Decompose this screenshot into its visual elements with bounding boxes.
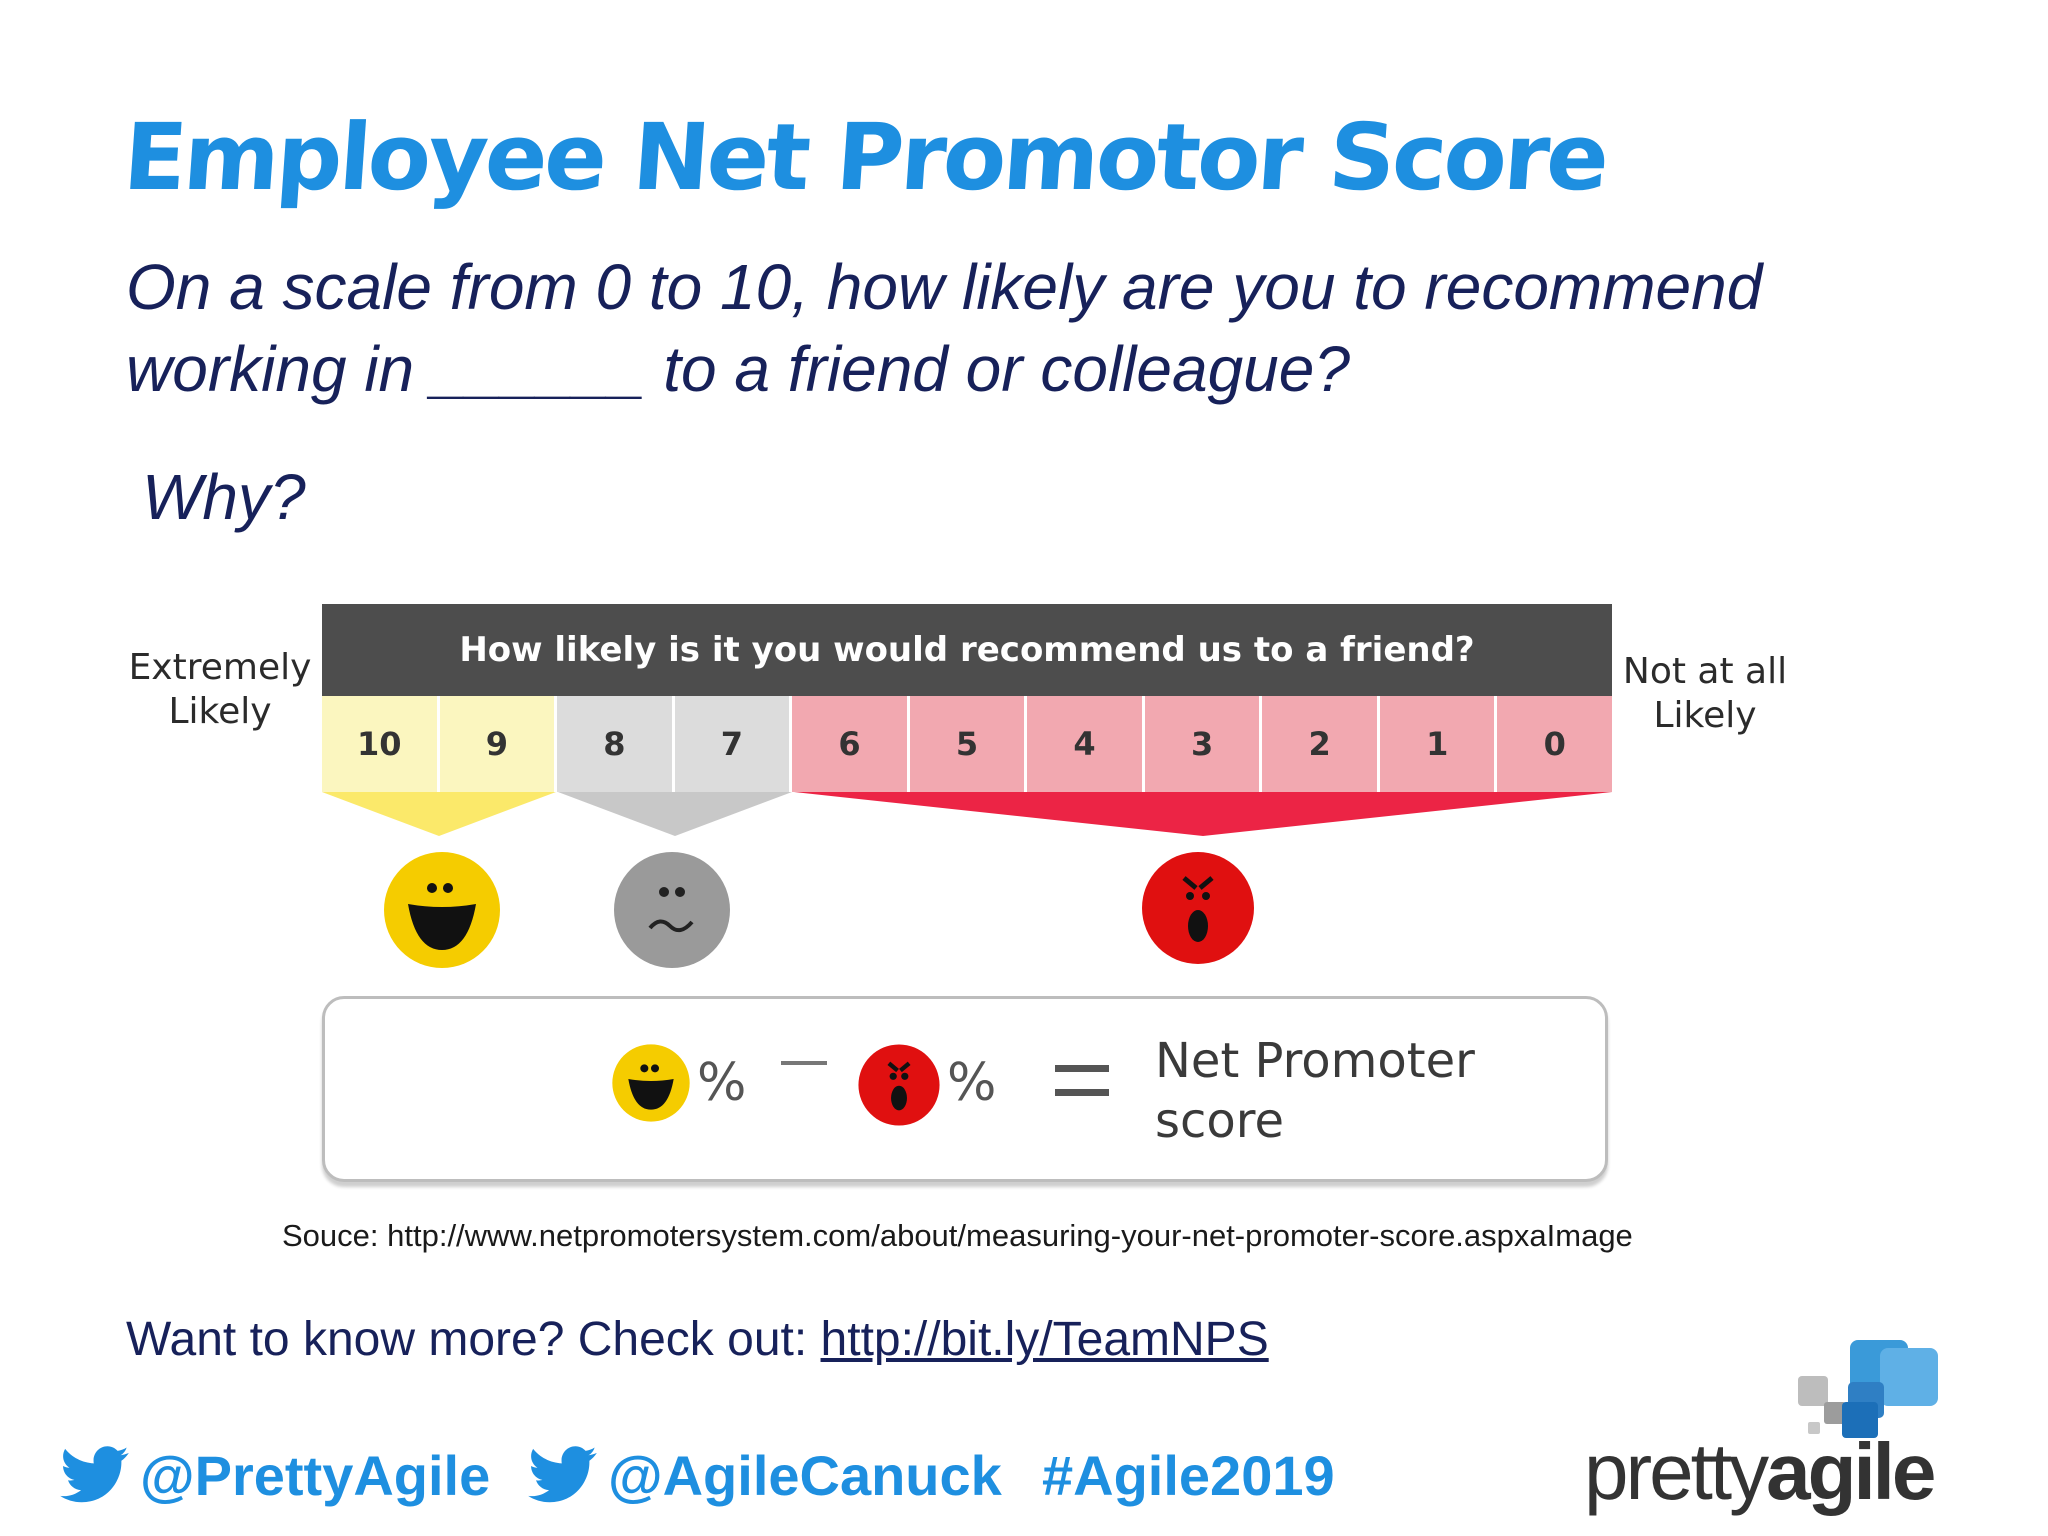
nps-formula: % % Net Promoter score	[322, 996, 1608, 1182]
not-at-all-likely-line1: Not at all	[1622, 651, 1788, 692]
source-citation: Souce: http://www.netpromotersystem.com/…	[282, 1218, 1633, 1253]
agilecanuck-handle: @AgileCanuck	[608, 1443, 1002, 1507]
extremely-likely-line1: Extremely	[128, 647, 312, 688]
prettyagile-handle: @PrettyAgile	[140, 1443, 491, 1507]
promoter-percent: %	[697, 1053, 747, 1113]
footer-handle-prettyagile[interactable]: @PrettyAgile	[60, 1440, 490, 1510]
twitter-bird-icon	[528, 1446, 597, 1503]
score-cell-0: 0	[1497, 696, 1613, 792]
equals-sign	[1055, 1065, 1109, 1099]
group-brackets	[322, 792, 1612, 836]
extremely-likely-label: Extremely Likely	[128, 646, 312, 734]
promoter-smiley-icon	[384, 852, 500, 968]
not-at-all-likely-label: Not at all Likely	[1620, 650, 1790, 738]
not-at-all-likely-line2: Likely	[1653, 695, 1757, 736]
detractor-percent: %	[947, 1053, 997, 1113]
net-promoter-line2: score	[1155, 1093, 1284, 1149]
net-promoter-score-label: Net Promoter score	[1155, 1031, 1475, 1151]
minus-sign	[781, 1061, 827, 1065]
score-cell-8: 8	[557, 696, 675, 792]
score-cell-10: 10	[322, 696, 440, 792]
score-cell-1: 1	[1379, 696, 1498, 792]
passive-face-icon	[614, 852, 730, 968]
score-cell-6: 6	[792, 696, 910, 792]
score-scale: 10 9 8 7 6 5 4 3 2 1 0	[322, 696, 1613, 792]
promoter-bracket	[322, 792, 556, 836]
footer-hashtag[interactable]: #Agile2019	[1042, 1440, 1335, 1510]
net-promoter-line1: Net Promoter	[1155, 1033, 1475, 1089]
learn-more: Want to know more? Check out: http://bit…	[126, 1312, 1269, 1367]
logo-pretty: pretty	[1584, 1427, 1769, 1516]
promoter-smiley-small-icon	[612, 1044, 690, 1122]
why-prompt: Why?	[142, 461, 306, 533]
nps-question-header: How likely is it you would recommend us …	[322, 604, 1612, 696]
agile2019-hashtag: #Agile2019	[1042, 1443, 1335, 1507]
score-cell-5: 5	[909, 696, 1028, 792]
survey-question: On a scale from 0 to 10, how likely are …	[126, 251, 1763, 405]
detractor-angry-icon	[1142, 852, 1254, 964]
detractor-angry-small-icon	[858, 1044, 940, 1126]
slide-title: Employee Net Promotor Score	[120, 104, 1610, 211]
score-cell-9: 9	[439, 696, 558, 792]
twitter-bird-icon	[60, 1446, 129, 1503]
team-nps-link[interactable]: http://bit.ly/TeamNPS	[820, 1313, 1269, 1366]
detractor-bracket	[794, 792, 1612, 836]
logo-agile: agile	[1766, 1427, 1936, 1516]
score-cell-2: 2	[1262, 696, 1380, 792]
passive-bracket	[558, 792, 792, 836]
extremely-likely-line2: Likely	[168, 691, 272, 732]
prettyagile-logo-icon	[1798, 1340, 1938, 1438]
footer-handle-agilecanuck[interactable]: @AgileCanuck	[528, 1440, 1002, 1510]
prettyagile-wordmark: prettyagile	[1584, 1426, 1936, 1518]
score-cell-7: 7	[674, 696, 793, 792]
learn-more-text: Want to know more? Check out:	[126, 1313, 821, 1366]
score-cell-3: 3	[1144, 696, 1263, 792]
score-cell-4: 4	[1027, 696, 1145, 792]
